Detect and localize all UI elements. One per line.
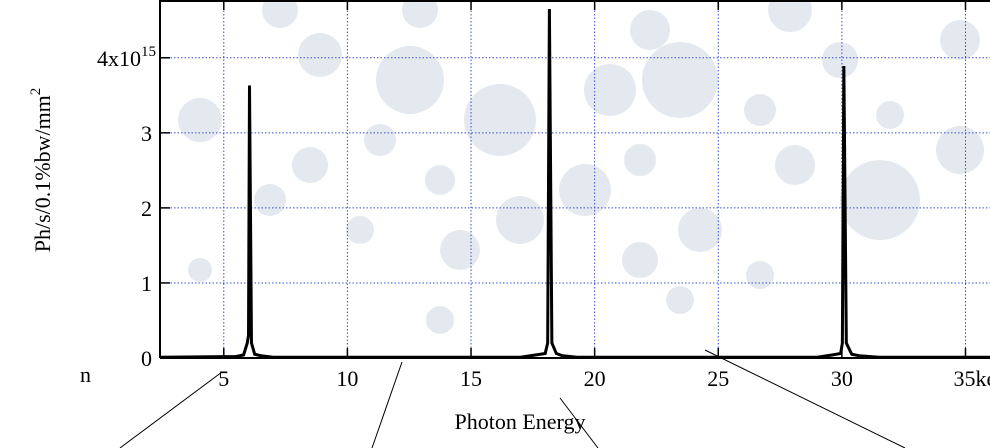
y-tick-label-exponent: 15 [141, 44, 156, 60]
callout-lines [119, 349, 906, 448]
y-tick-label-base: 4x10 [97, 46, 141, 71]
y-tick-label: 4x1015 [97, 44, 156, 71]
y-tick-label: 1 [141, 271, 152, 296]
x-axis-label: Photon Energy [455, 409, 586, 434]
y-tick-label: 3 [141, 121, 152, 146]
y-axis-label: Ph/s/0.1%bw/mm2 [28, 88, 55, 253]
y-axis-label-base: Ph/s/0.1%bw/mm [30, 95, 55, 252]
y-tick-label: 0 [141, 346, 152, 371]
x-tick-label: 20 [584, 366, 606, 391]
x-tick-label: 35keV [953, 366, 990, 391]
x-tick-label: 30 [831, 366, 853, 391]
x-tick-label: 15 [460, 366, 482, 391]
x-tick-label: 25 [707, 366, 729, 391]
y-axis-label-exponent: 2 [28, 88, 44, 96]
x-tick-label: 5 [218, 366, 229, 391]
y-tick-label: 2 [141, 196, 152, 221]
spectrum-line [159, 8, 990, 359]
text-fragment: n [80, 362, 91, 387]
background-bubbles [178, 0, 984, 334]
x-tick-label: 10 [336, 366, 358, 391]
